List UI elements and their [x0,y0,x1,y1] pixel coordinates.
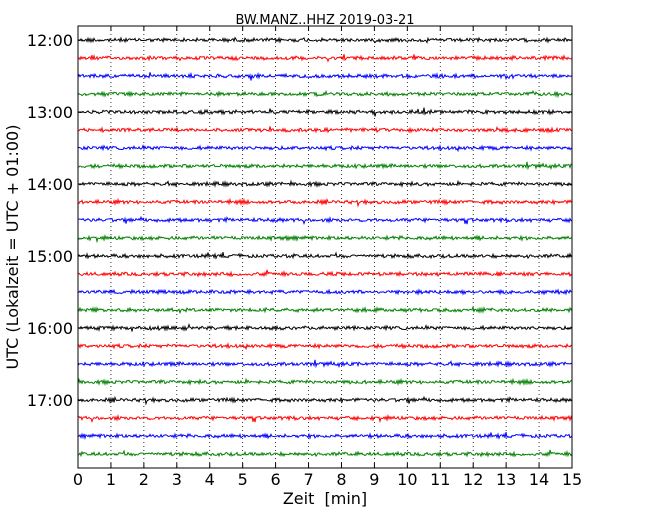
trace-line [77,342,573,351]
trace-line [77,305,573,315]
y-tick-label: 12:00 [27,31,73,50]
trace-line [77,179,573,188]
x-tick-label: 6 [271,470,281,489]
trace-line [77,251,573,260]
trace-line [77,89,573,99]
x-tick-label: 12 [463,470,483,489]
x-tick-label: 9 [369,470,379,489]
y-tick-label: 17:00 [27,391,73,410]
y-axis-label: UTC (Lokalzeit = UTC + 01:00) [3,125,22,370]
grid-lines [110,26,540,468]
x-tick-label: 8 [336,470,346,489]
trace-line [77,449,573,458]
trace-line [77,233,573,244]
x-tick-label: 11 [430,470,450,489]
trace-line [77,125,573,134]
x-tick-label: 1 [106,470,116,489]
trace-line [77,413,573,424]
x-tick-label: 2 [139,470,149,489]
trace-line [77,36,573,44]
x-tick-label: 4 [205,470,215,489]
y-tick-label: 13:00 [27,103,73,122]
plot-frame [77,25,573,469]
y-tick-label: 16:00 [27,319,73,338]
trace-line [77,215,573,225]
trace-line [77,71,573,81]
x-tick-label: 5 [238,470,248,489]
x-tick-label: 3 [172,470,182,489]
seismic-traces [77,36,573,458]
x-axis-ticks: 0 1 2 3 4 5 6 7 8 9 10 11 12 13 14 15 [73,26,582,489]
trace-line [77,322,573,332]
x-tick-label: 7 [303,470,313,489]
trace-line [77,53,573,63]
trace-line [77,431,573,441]
trace-line [77,359,573,369]
x-tick-label: 15 [562,470,582,489]
y-axis-ticks: 12:00 13:00 14:00 15:00 16:00 17:00 [27,31,572,410]
x-tick-label: 10 [397,470,417,489]
trace-line [77,395,573,406]
trace-line [77,377,573,386]
trace-line [77,197,573,208]
x-tick-label: 14 [529,470,549,489]
trace-line [77,161,573,171]
x-tick-label: 13 [496,470,516,489]
trace-line [77,144,573,153]
x-axis-label: Zeit [min] [283,489,367,508]
y-tick-label: 15:00 [27,247,73,266]
y-tick-label: 14:00 [27,175,73,194]
trace-line [77,288,573,296]
trace-line [77,269,573,278]
trace-line [77,107,573,117]
x-tick-label: 0 [73,470,83,489]
chart-title: BW.MANZ..HHZ 2019-03-21 [235,13,414,28]
